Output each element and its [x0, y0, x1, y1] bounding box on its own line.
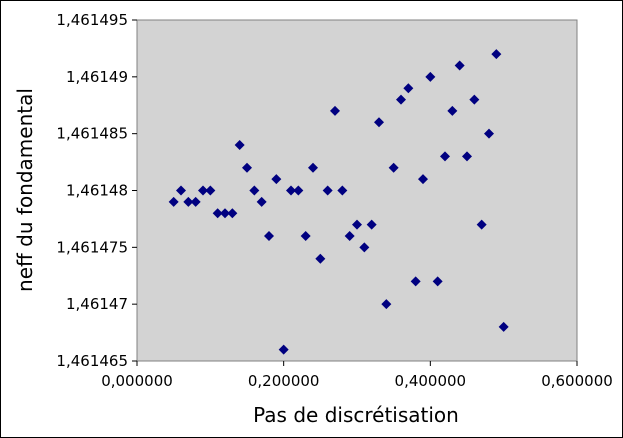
- data-point: [418, 174, 428, 185]
- data-point: [498, 321, 509, 332]
- data-point: [484, 128, 494, 139]
- data-point: [300, 230, 311, 241]
- data-point: [220, 208, 230, 219]
- data-point: [374, 117, 384, 128]
- data-point: [286, 185, 296, 196]
- data-point: [256, 196, 267, 207]
- data-point: [308, 162, 318, 173]
- data-point: [476, 219, 487, 230]
- data-point: [264, 230, 274, 241]
- data-point: [381, 299, 392, 310]
- data-point: [447, 105, 458, 116]
- data-point: [176, 185, 186, 196]
- x-axis-title: Pas de discrétisation: [253, 403, 459, 427]
- y-tick-label: 1,46149: [66, 68, 128, 86]
- data-point: [462, 151, 472, 162]
- data-point: [491, 49, 502, 60]
- data-point: [234, 140, 245, 151]
- data-point: [337, 185, 348, 196]
- data-point: [227, 208, 238, 219]
- data-point: [469, 94, 480, 105]
- data-point: [410, 276, 421, 287]
- y-tick-label: 1,461495: [56, 11, 128, 29]
- data-point: [183, 196, 194, 207]
- data-point: [315, 253, 326, 264]
- data-point: [212, 208, 223, 219]
- data-point: [205, 185, 216, 196]
- data-point: [249, 185, 260, 196]
- data-point: [293, 185, 304, 196]
- data-point: [432, 276, 443, 287]
- data-point: [388, 162, 399, 173]
- y-axis-title: neff du fondamental: [13, 88, 37, 292]
- data-point: [190, 196, 201, 207]
- data-point: [454, 60, 465, 71]
- data-point: [344, 230, 355, 241]
- data-point: [168, 196, 179, 207]
- y-tick-label: 1,46148: [66, 182, 128, 200]
- data-point: [198, 185, 208, 196]
- data-point: [403, 83, 414, 94]
- y-tick-label: 1,461465: [56, 352, 128, 370]
- y-tick-label: 1,461475: [56, 238, 128, 256]
- y-axis-ticks: 1,461465 1,46147 1,461475 1,46148 1,461485 1,…: [56, 11, 137, 370]
- x-tick-label: 0,000000: [101, 372, 173, 390]
- x-tick-label: 0,600000: [541, 372, 613, 390]
- data-point: [242, 162, 252, 173]
- y-tick-label: 1,46147: [66, 295, 128, 313]
- data-point: [330, 105, 340, 116]
- x-tick-label: 0,200000: [248, 372, 320, 390]
- data-point: [271, 174, 282, 185]
- x-tick-label: 0,400000: [395, 372, 467, 390]
- data-point: [278, 344, 289, 355]
- y-tick-label: 1,461485: [56, 125, 128, 143]
- data-point: [352, 219, 362, 230]
- data-points: [168, 49, 509, 355]
- x-axis-ticks: 0,000000 0,200000 0,400000 0,600000: [101, 361, 613, 390]
- data-point: [322, 185, 333, 196]
- data-point: [396, 94, 406, 105]
- data-point: [440, 151, 450, 162]
- data-point: [425, 71, 436, 82]
- data-point: [366, 219, 377, 230]
- data-point: [359, 242, 370, 253]
